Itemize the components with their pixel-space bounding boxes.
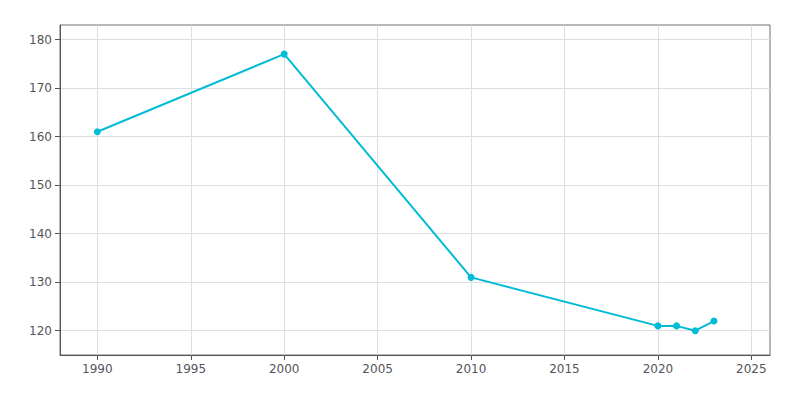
svg-text:140: 140 (29, 227, 52, 241)
svg-text:170: 170 (29, 81, 52, 95)
svg-text:1990: 1990 (82, 362, 113, 376)
svg-text:160: 160 (29, 130, 52, 144)
svg-text:2005: 2005 (362, 362, 393, 376)
svg-text:2000: 2000 (269, 362, 300, 376)
svg-text:2015: 2015 (549, 362, 580, 376)
svg-text:150: 150 (29, 178, 52, 192)
svg-text:1995: 1995 (176, 362, 207, 376)
svg-text:120: 120 (29, 324, 52, 338)
svg-text:2025: 2025 (736, 362, 767, 376)
svg-text:130: 130 (29, 275, 52, 289)
svg-text:180: 180 (29, 33, 52, 47)
svg-text:2010: 2010 (456, 362, 487, 376)
svg-text:2020: 2020 (643, 362, 674, 376)
